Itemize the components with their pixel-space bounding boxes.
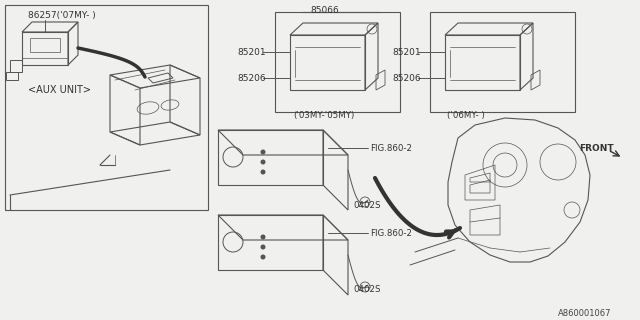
Text: ('06MY- ): ('06MY- ) <box>447 110 484 119</box>
Text: 85206: 85206 <box>237 74 266 83</box>
Circle shape <box>261 170 265 174</box>
Text: 85201: 85201 <box>237 47 266 57</box>
Text: FIG.860-2: FIG.860-2 <box>370 228 412 237</box>
Text: 86257('07MY- ): 86257('07MY- ) <box>28 11 96 20</box>
Text: FRONT: FRONT <box>579 143 614 153</box>
Circle shape <box>261 150 265 154</box>
Text: A860001067: A860001067 <box>558 308 611 317</box>
Text: 85201: 85201 <box>392 47 420 57</box>
Circle shape <box>261 235 265 239</box>
Circle shape <box>261 255 265 259</box>
Text: ('03MY-'05MY): ('03MY-'05MY) <box>293 110 355 119</box>
Text: 85066: 85066 <box>310 5 339 14</box>
Text: FIG.860-2: FIG.860-2 <box>370 143 412 153</box>
Text: 0402S: 0402S <box>353 201 381 210</box>
Text: 0402S: 0402S <box>353 285 381 294</box>
Circle shape <box>261 245 265 249</box>
Text: 85206: 85206 <box>392 74 420 83</box>
Text: <AUX UNIT>: <AUX UNIT> <box>28 85 91 95</box>
Circle shape <box>261 160 265 164</box>
